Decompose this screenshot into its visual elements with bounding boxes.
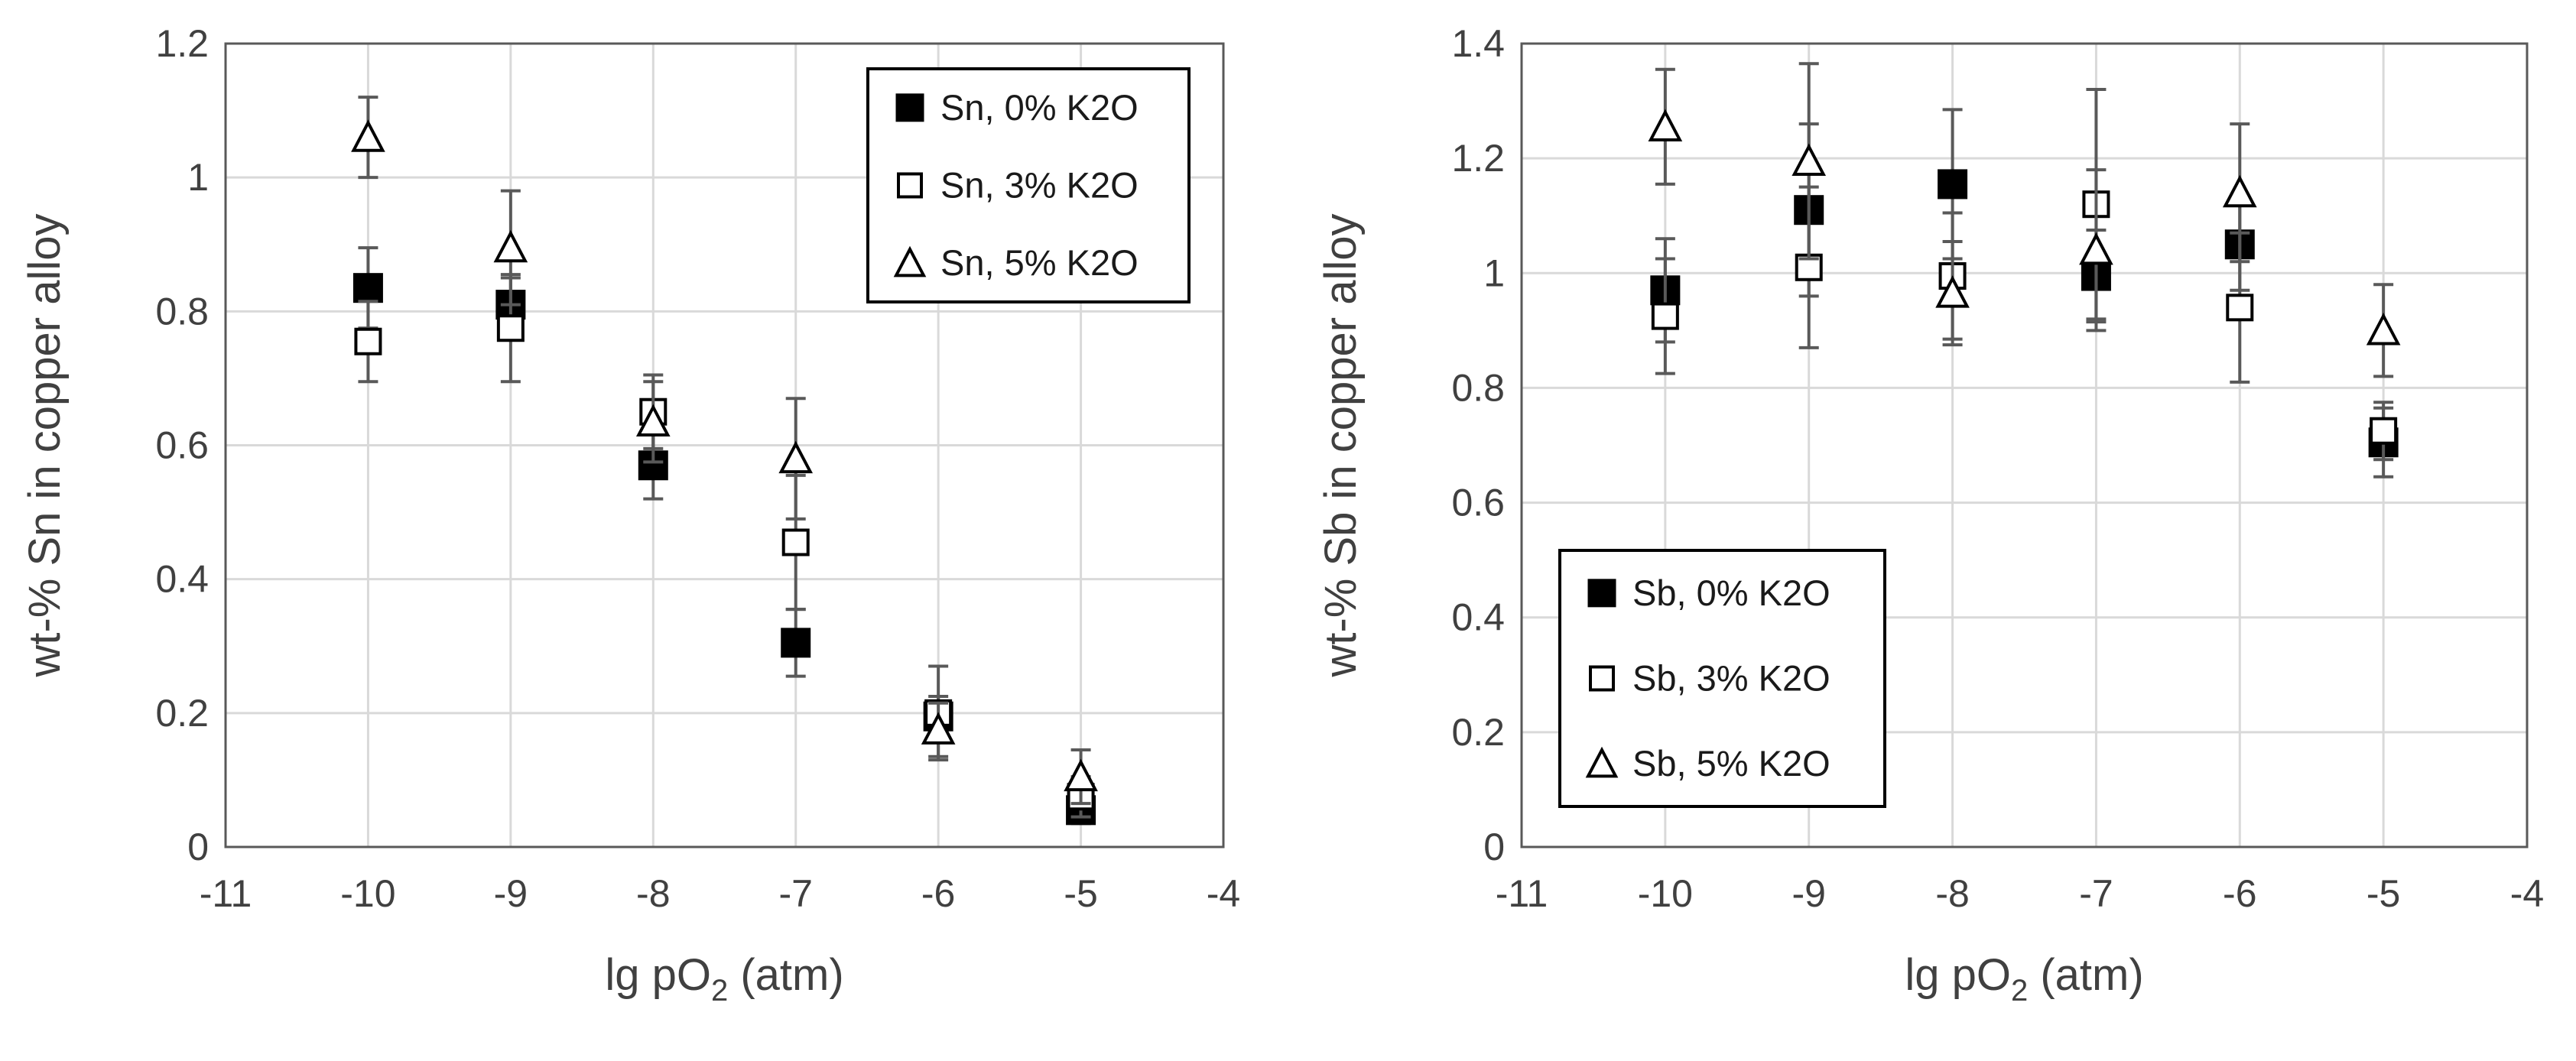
series-3	[351, 96, 1098, 806]
chart-panel-1: 0 0.2 0.4 0.6 0.8 1 1.2 -11 -10 -9 -8 -7 -6 -5 -4 lg pO…	[20, 22, 1240, 1007]
data-point	[781, 528, 810, 556]
data-point	[354, 327, 382, 355]
plot-area-border	[1520, 42, 2529, 848]
x-tick-label: -5	[1064, 872, 1097, 915]
data-point	[493, 229, 528, 263]
x-tick-label: -5	[2366, 872, 2400, 915]
x-tick-label: -11	[1496, 872, 1548, 915]
series-3	[1648, 62, 2401, 378]
data-point	[635, 404, 671, 436]
legend-marker	[897, 172, 923, 199]
data-point	[1648, 109, 1683, 141]
data-point	[1651, 302, 1679, 330]
legend-label: Sn, 0% K2O	[940, 87, 1139, 128]
x-tick-label: -10	[340, 872, 395, 915]
y-tick-label: 0.4	[155, 558, 209, 601]
x-axis-title: lg pO2 (atm)	[1905, 950, 2143, 1007]
x-axis-title: lg pO2 (atm)	[605, 950, 843, 1007]
legend-marker	[893, 245, 927, 277]
y-axis-title: wt-% Sb in copper alloy	[1316, 213, 1366, 677]
y-tick-label: 0.4	[1451, 596, 1505, 639]
y-tick-label: 1	[187, 156, 209, 199]
x-tick-label: -8	[636, 872, 670, 915]
series-1	[352, 246, 1096, 826]
data-point	[2222, 174, 2257, 208]
x-tick-label: -11	[200, 872, 252, 915]
data-point	[1938, 169, 1968, 200]
data-point	[921, 712, 956, 745]
legend-label: Sb, 3% K2O	[1632, 658, 1830, 699]
y-tick-label: 0.6	[155, 424, 209, 467]
legend-marker	[1589, 665, 1615, 692]
y-tick-label: 0	[1483, 826, 1505, 868]
x-tick-label: -9	[494, 872, 528, 915]
data-point	[1064, 758, 1098, 792]
data-point	[1792, 143, 1827, 176]
y-tick-label: 0.6	[1451, 482, 1505, 524]
data-point	[351, 119, 385, 152]
x-tick-label: -6	[921, 872, 955, 915]
data-point	[2226, 294, 2254, 322]
x-tick-label: -9	[1792, 872, 1825, 915]
y-tick-label: 0	[187, 826, 209, 868]
legend-label: Sb, 0% K2O	[1632, 573, 1830, 613]
series-2	[1651, 88, 2398, 462]
y-tick-label: 0.2	[1451, 711, 1505, 754]
y-tick-label: 0.8	[155, 290, 209, 333]
x-tick-label: -8	[1935, 872, 1969, 915]
data-point	[2366, 312, 2401, 346]
y-tick-label: 1.4	[1451, 22, 1505, 65]
chart-panel-2: 0 0.2 0.4 0.6 0.8 1 1.2 1.4 -11 -10 -9 -8 -7 -6 -5 -4 lg…	[1316, 22, 2544, 1007]
legend-marker	[1587, 579, 1616, 608]
data-point	[352, 273, 383, 303]
y-tick-label: 1.2	[155, 22, 209, 65]
y-tick-label: 1.2	[1451, 137, 1505, 180]
x-tick-label: -4	[2510, 872, 2544, 915]
y-tick-label: 0.2	[155, 692, 209, 735]
legend-label: Sn, 5% K2O	[940, 242, 1139, 283]
legend-label: Sb, 5% K2O	[1632, 743, 1830, 784]
x-tick-label: -7	[778, 872, 812, 915]
series-1	[1650, 108, 2399, 479]
data-point	[778, 440, 814, 474]
legend-marker	[895, 93, 924, 122]
data-point	[496, 314, 525, 342]
plot-area-border	[224, 42, 1225, 848]
x-tick-label: -6	[2223, 872, 2256, 915]
legend: Sb, 0% K2O Sb, 3% K2O Sb, 5% K2O	[1558, 549, 1886, 808]
x-tick-label: -10	[1638, 872, 1693, 915]
data-point	[781, 628, 811, 658]
x-tick-label: -7	[2079, 872, 2113, 915]
legend-label: Sn, 3% K2O	[940, 165, 1139, 206]
data-point	[2079, 232, 2113, 265]
legend: Sn, 0% K2O Sn, 3% K2O Sn, 5% K2O	[866, 67, 1191, 303]
series-2	[354, 273, 1095, 819]
y-axis-title: wt-% Sn in copper alloy	[20, 213, 70, 677]
x-tick-label: -4	[1207, 872, 1240, 915]
data-point	[1935, 275, 1970, 308]
y-tick-label: 1	[1483, 251, 1505, 294]
data-point	[2370, 417, 2398, 445]
y-tick-label: 0.8	[1451, 366, 1505, 409]
legend-marker	[1585, 746, 1619, 778]
